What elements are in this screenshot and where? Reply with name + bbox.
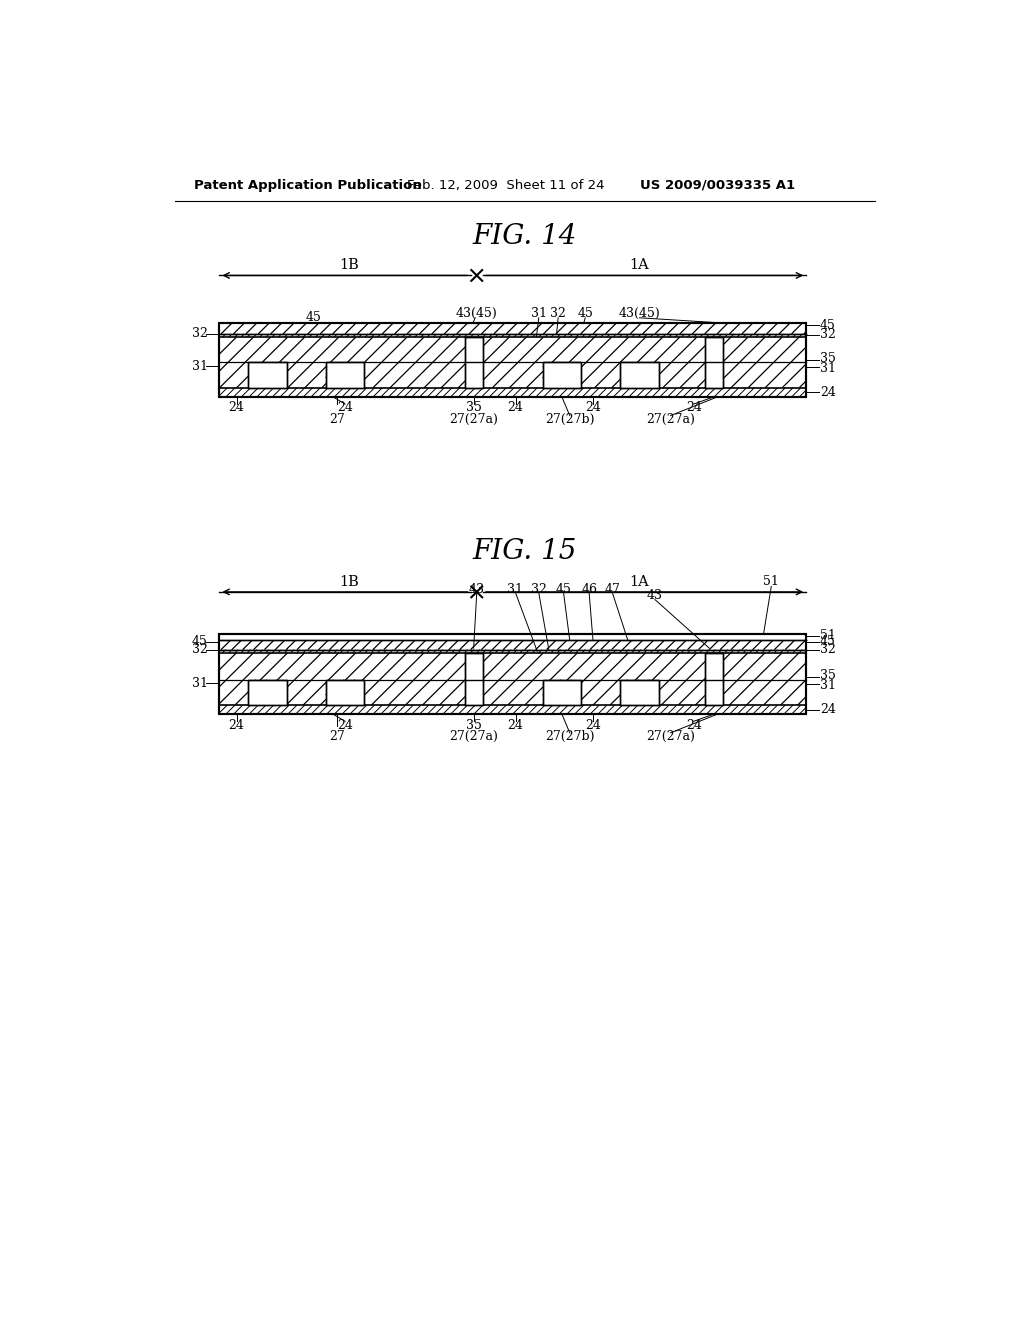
Text: 24: 24 (686, 718, 701, 731)
Bar (219, 323, 806, 397)
Text: FIG. 14: FIG. 14 (473, 223, 577, 251)
Text: 24: 24 (585, 401, 601, 414)
Text: 32: 32 (820, 329, 836, 342)
Text: 27: 27 (330, 413, 345, 426)
Text: 27(27a): 27(27a) (646, 413, 695, 426)
Text: 31: 31 (820, 362, 836, 375)
Text: 43(45): 43(45) (618, 308, 660, 321)
Bar (706, 653, 723, 705)
Text: 27(27b): 27(27b) (545, 730, 595, 743)
Text: Patent Application Publication: Patent Application Publication (194, 178, 422, 191)
Text: 32: 32 (191, 327, 208, 341)
Text: 24: 24 (337, 401, 353, 414)
Text: 24: 24 (508, 401, 523, 414)
Text: 27(27b): 27(27b) (545, 413, 595, 426)
Text: 43(45): 43(45) (456, 308, 498, 321)
Text: 47: 47 (604, 583, 621, 597)
Text: 24: 24 (508, 718, 523, 731)
Text: 24: 24 (228, 401, 245, 414)
Text: 27(27a): 27(27a) (450, 730, 498, 743)
Text: 51: 51 (820, 630, 836, 643)
Bar (248, 680, 287, 705)
Text: 45: 45 (820, 635, 836, 648)
Text: 35: 35 (466, 401, 481, 414)
Bar (543, 363, 582, 388)
Text: 35: 35 (820, 352, 836, 366)
Text: 1A: 1A (630, 259, 649, 272)
Bar (465, 653, 483, 705)
Text: 24: 24 (228, 718, 245, 731)
Text: 45: 45 (578, 308, 593, 321)
Text: 1A: 1A (630, 576, 649, 589)
Text: 27(27a): 27(27a) (450, 413, 498, 426)
Text: 27(27a): 27(27a) (646, 730, 695, 743)
Text: 31: 31 (191, 677, 208, 690)
Bar (465, 337, 483, 388)
Bar (219, 635, 806, 714)
Bar (219, 635, 806, 714)
Text: US 2009/0039335 A1: US 2009/0039335 A1 (640, 178, 795, 191)
Text: 32: 32 (550, 308, 566, 321)
Text: 31: 31 (530, 308, 547, 321)
Text: 46: 46 (582, 583, 597, 597)
Bar (543, 680, 582, 705)
Text: 24: 24 (820, 704, 836, 717)
Bar (621, 363, 658, 388)
Bar (326, 363, 365, 388)
Text: 31: 31 (191, 360, 208, 372)
Text: 31: 31 (820, 680, 836, 693)
Text: 35: 35 (466, 718, 481, 731)
Text: FIG. 15: FIG. 15 (473, 537, 577, 565)
Text: 32: 32 (820, 643, 836, 656)
Text: 32: 32 (191, 643, 208, 656)
Text: 24: 24 (686, 401, 701, 414)
Bar (621, 680, 658, 705)
Text: 51: 51 (763, 576, 779, 589)
Text: 32: 32 (530, 583, 547, 597)
Text: 24: 24 (585, 718, 601, 731)
Text: 35: 35 (820, 669, 836, 682)
Text: 1B: 1B (339, 259, 358, 272)
Bar (219, 323, 806, 397)
Bar (326, 680, 365, 705)
Text: 45: 45 (556, 583, 571, 597)
Bar (248, 363, 287, 388)
Text: Feb. 12, 2009  Sheet 11 of 24: Feb. 12, 2009 Sheet 11 of 24 (407, 178, 604, 191)
Text: 43: 43 (647, 589, 663, 602)
Text: 43: 43 (469, 583, 484, 597)
Text: 45: 45 (306, 312, 322, 325)
Text: 45: 45 (820, 319, 836, 333)
Text: 24: 24 (337, 718, 353, 731)
Text: 1B: 1B (339, 576, 358, 589)
Text: 45: 45 (191, 635, 208, 648)
Text: 31: 31 (508, 583, 523, 597)
Text: 24: 24 (820, 385, 836, 399)
Bar (706, 337, 723, 388)
Text: 27: 27 (330, 730, 345, 743)
